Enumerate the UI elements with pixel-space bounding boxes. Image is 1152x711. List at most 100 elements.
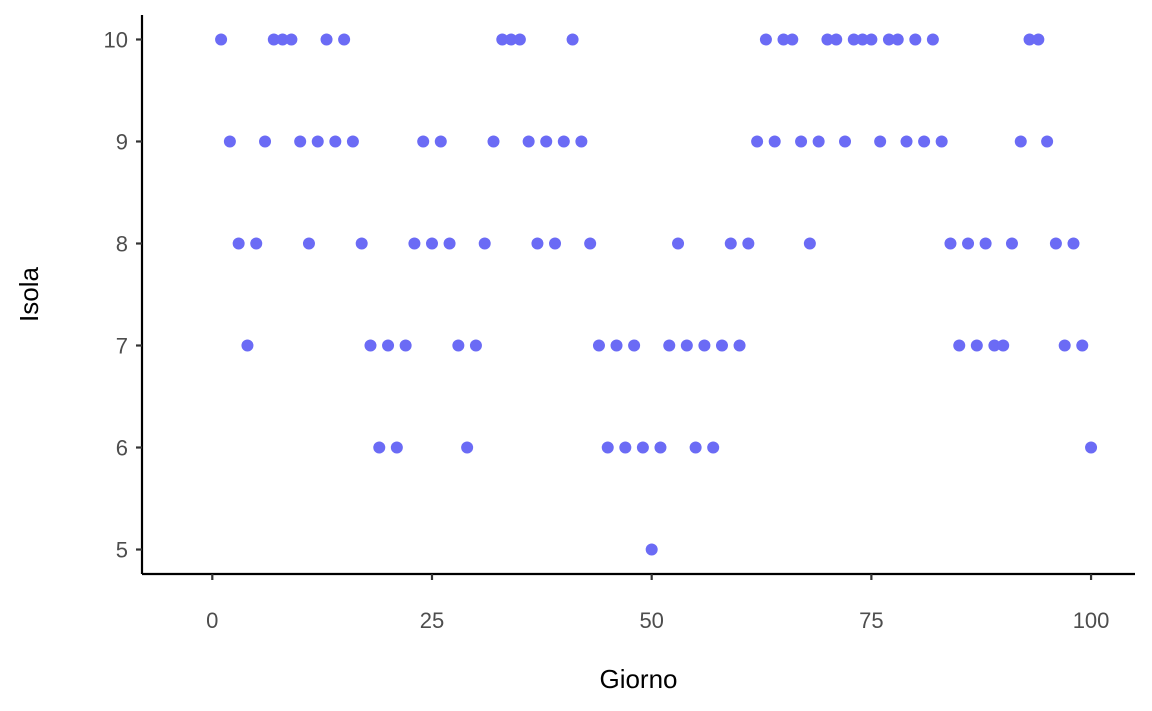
x-tick-label: 25 — [420, 608, 444, 633]
data-point — [619, 441, 632, 454]
data-point — [592, 339, 605, 352]
data-point — [724, 237, 737, 250]
data-point — [215, 33, 228, 46]
data-point — [636, 441, 649, 454]
data-point — [935, 135, 948, 148]
data-point — [531, 237, 544, 250]
data-point — [408, 237, 421, 250]
data-point — [355, 237, 368, 250]
data-point — [601, 441, 614, 454]
data-point — [399, 339, 412, 352]
data-point — [610, 339, 623, 352]
data-point — [259, 135, 272, 148]
data-point — [311, 135, 324, 148]
data-point — [900, 135, 913, 148]
data-point — [689, 441, 702, 454]
data-point — [364, 339, 377, 352]
data-point — [417, 135, 430, 148]
data-point — [443, 237, 456, 250]
data-point — [795, 135, 808, 148]
data-point — [979, 237, 992, 250]
data-point — [970, 339, 983, 352]
data-point — [812, 135, 825, 148]
data-point — [276, 33, 289, 46]
data-point — [1032, 33, 1045, 46]
data-point — [302, 237, 315, 250]
data-point — [742, 237, 755, 250]
data-point — [1014, 135, 1027, 148]
data-point — [575, 135, 588, 148]
data-point — [821, 33, 834, 46]
data-point — [830, 33, 843, 46]
data-point — [566, 33, 579, 46]
data-point — [839, 135, 852, 148]
data-point — [549, 237, 562, 250]
data-point — [926, 33, 939, 46]
data-point — [250, 237, 263, 250]
data-point — [390, 441, 403, 454]
data-point — [522, 135, 535, 148]
data-point — [505, 33, 518, 46]
data-point — [997, 339, 1010, 352]
data-point — [698, 339, 711, 352]
data-point — [294, 135, 307, 148]
data-point — [953, 339, 966, 352]
data-point — [891, 33, 904, 46]
data-point — [707, 441, 720, 454]
x-axis-ticks: 0 25 50 75 100 — [206, 574, 1109, 633]
y-axis-ticks: 5 6 7 8 9 10 — [104, 27, 142, 563]
data-point — [478, 237, 491, 250]
data-point — [232, 237, 245, 250]
y-tick-label: 6 — [116, 436, 128, 461]
data-point — [540, 135, 553, 148]
y-axis-title: Isola — [14, 267, 44, 322]
data-point — [329, 135, 342, 148]
data-point — [628, 339, 641, 352]
y-tick-label: 8 — [116, 231, 128, 256]
y-tick-label: 5 — [116, 538, 128, 563]
data-point — [557, 135, 570, 148]
x-tick-label: 75 — [859, 608, 883, 633]
data-point — [285, 33, 298, 46]
data-point — [856, 33, 869, 46]
data-point — [382, 339, 395, 352]
data-point — [513, 33, 526, 46]
data-point — [1041, 135, 1054, 148]
data-point — [1067, 237, 1080, 250]
data-point — [759, 33, 772, 46]
data-point — [338, 33, 351, 46]
data-point — [1058, 339, 1071, 352]
data-point — [680, 339, 693, 352]
data-point — [469, 339, 482, 352]
data-point — [1085, 441, 1098, 454]
data-point — [751, 135, 764, 148]
data-points — [215, 33, 1098, 556]
data-point — [874, 135, 887, 148]
data-point — [715, 339, 728, 352]
data-point — [909, 33, 922, 46]
data-point — [346, 135, 359, 148]
data-point — [425, 237, 438, 250]
x-tick-label: 50 — [639, 608, 663, 633]
data-point — [461, 441, 474, 454]
data-point — [672, 237, 685, 250]
data-point — [241, 339, 254, 352]
data-point — [865, 33, 878, 46]
data-point — [584, 237, 597, 250]
data-point — [1076, 339, 1089, 352]
data-point — [434, 135, 447, 148]
data-point — [786, 33, 799, 46]
data-point — [768, 135, 781, 148]
data-point — [944, 237, 957, 250]
data-point — [777, 33, 790, 46]
data-point — [847, 33, 860, 46]
data-point — [452, 339, 465, 352]
data-point — [988, 339, 1001, 352]
y-tick-label: 7 — [116, 334, 128, 359]
data-point — [487, 135, 500, 148]
data-point — [320, 33, 333, 46]
data-point — [918, 135, 931, 148]
data-point — [267, 33, 280, 46]
x-tick-label: 100 — [1073, 608, 1110, 633]
